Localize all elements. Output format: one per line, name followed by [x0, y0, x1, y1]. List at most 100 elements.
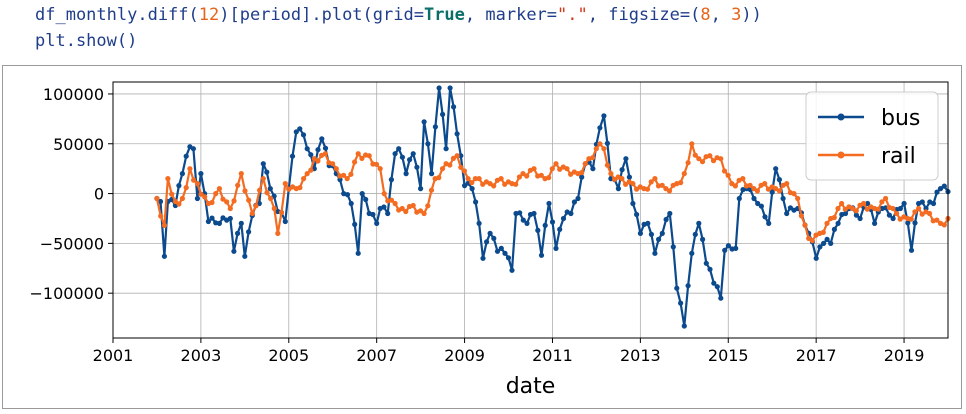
data-point-rail: [436, 175, 442, 181]
data-point-bus: [494, 248, 501, 254]
data-point-rail: [696, 156, 702, 162]
data-point-bus: [711, 280, 717, 286]
data-point-bus: [440, 111, 446, 117]
data-point-bus: [908, 247, 915, 253]
x-tick-label: 2007: [356, 346, 397, 365]
data-point-bus: [817, 244, 823, 250]
data-point-bus: [359, 191, 365, 197]
data-point-bus: [300, 132, 307, 138]
data-point-rail: [916, 205, 922, 212]
data-point-bus: [912, 220, 918, 226]
data-point-bus: [626, 174, 633, 180]
data-point-rail: [546, 175, 552, 181]
data-point-rail: [297, 185, 303, 191]
data-point-bus: [267, 186, 273, 192]
x-tick-label: 2013: [620, 346, 661, 365]
data-point-bus: [681, 323, 687, 329]
data-point-rail: [417, 208, 424, 214]
data-point-rail: [425, 203, 431, 209]
data-point-bus: [231, 248, 237, 254]
data-point-bus: [410, 151, 416, 157]
data-point-rail: [421, 210, 427, 217]
data-point-rail: [257, 187, 263, 193]
y-tick-label: 50000: [53, 135, 104, 154]
data-point-bus: [238, 220, 244, 226]
data-point-rail: [502, 181, 508, 187]
data-point-rail: [377, 166, 383, 172]
data-point-bus: [637, 230, 644, 236]
data-point-bus: [597, 125, 603, 131]
data-point-bus: [615, 186, 622, 192]
data-point-bus: [905, 220, 911, 226]
data-point-rail: [179, 195, 185, 202]
data-point-rail: [791, 191, 797, 197]
data-point-bus: [198, 171, 204, 177]
y-tick-label: 0: [94, 185, 104, 204]
data-point-bus: [853, 212, 860, 218]
data-point-bus: [502, 250, 508, 256]
data-point-bus: [890, 215, 896, 222]
code-cell: df_monthly.diff(12)[period].plot(grid=Tr…: [35, 2, 762, 54]
data-point-rail: [824, 220, 830, 226]
data-point-bus: [319, 136, 325, 142]
data-point-bus: [560, 215, 567, 222]
data-point-bus: [773, 166, 779, 172]
data-point-rail: [202, 194, 208, 200]
data-point-rail: [381, 191, 387, 197]
data-point-rail: [183, 185, 189, 191]
data-point-bus: [656, 236, 662, 242]
data-point-rail: [707, 153, 713, 159]
data-point-bus: [352, 221, 358, 227]
data-point-rail: [644, 186, 651, 192]
data-point-rail: [278, 209, 285, 216]
data-point-bus: [531, 210, 537, 217]
data-point-rail: [919, 211, 925, 217]
data-point-rail: [798, 213, 805, 219]
data-point-rail: [472, 176, 478, 182]
data-point-bus: [480, 255, 486, 261]
data-point-rail: [231, 198, 237, 204]
y-tick-label: −100000: [30, 284, 104, 303]
data-point-rail: [469, 180, 475, 186]
data-point-rail: [341, 172, 347, 178]
data-point-bus: [469, 186, 475, 192]
data-point-bus: [392, 151, 398, 157]
data-point-rail: [454, 153, 460, 159]
x-tick-label: 2019: [884, 346, 925, 365]
data-point-rail: [692, 152, 698, 158]
data-point-bus: [821, 240, 827, 246]
data-point-rail: [330, 161, 336, 167]
data-point-bus: [260, 161, 266, 167]
data-point-bus: [432, 124, 438, 130]
data-point-rail: [710, 158, 717, 164]
data-point-bus: [766, 220, 772, 226]
legend-box: [805, 91, 939, 181]
data-point-bus: [842, 210, 849, 217]
data-point-rail: [301, 176, 307, 182]
data-point-bus: [308, 152, 314, 158]
data-point-rail: [476, 176, 482, 182]
data-point-bus: [634, 211, 640, 218]
data-point-rail: [762, 181, 768, 187]
data-point-bus: [703, 260, 709, 266]
data-point-rail: [604, 162, 611, 168]
data-point-rail: [352, 159, 358, 165]
data-point-bus: [714, 284, 720, 290]
data-point-rail: [784, 181, 790, 187]
data-point-bus: [183, 153, 189, 159]
data-point-bus: [736, 195, 742, 202]
data-point-bus: [429, 171, 435, 177]
data-point-bus: [282, 218, 288, 225]
data-point-bus: [897, 205, 904, 212]
data-point-rail: [260, 176, 266, 182]
data-point-rail: [194, 181, 200, 187]
data-point-rail: [648, 179, 654, 185]
data-point-bus: [220, 215, 226, 221]
data-point-rail: [249, 210, 255, 217]
data-point-rail: [802, 222, 808, 228]
data-point-rail: [213, 191, 219, 197]
data-point-bus: [524, 220, 530, 226]
data-point-rail: [531, 166, 537, 172]
data-point-bus: [462, 183, 468, 189]
data-point-rail: [718, 156, 724, 162]
